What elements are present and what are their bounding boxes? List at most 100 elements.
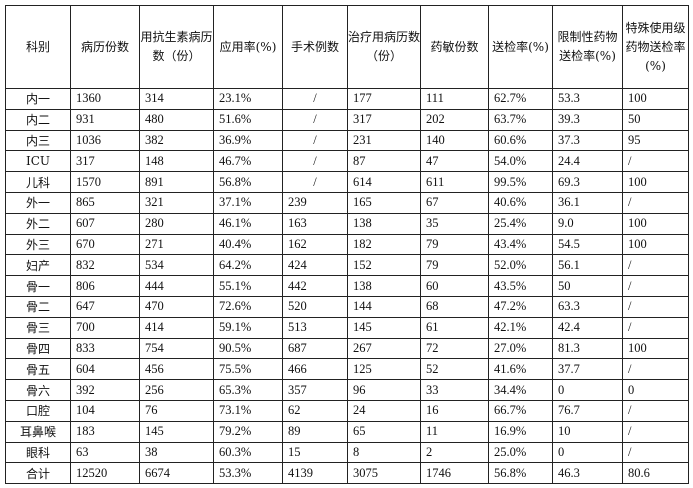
header-treatment-records: 治疗用病历数（份）: [347, 5, 421, 89]
cell-treatment-records: 87: [347, 150, 421, 173]
cell-usage-rate: 36.9%: [213, 129, 283, 152]
cell-record-count: 670: [70, 233, 140, 256]
header-record-count: 病历份数: [70, 5, 140, 89]
cell-submission-rate: 34.4%: [488, 379, 553, 401]
cell-submission-rate: 56.8%: [488, 462, 553, 485]
cell-usage-rate: 56.8%: [213, 171, 283, 193]
header-susceptibility-count: 药敏份数: [420, 5, 489, 89]
cell-record-count: 392: [70, 379, 140, 401]
cell-record-count: 832: [70, 254, 140, 277]
cell-special-drug-rate: 0: [622, 379, 689, 401]
cell-record-count: 833: [70, 337, 140, 360]
cell-restricted-drug-rate: 56.1: [552, 254, 623, 277]
cell-special-drug-rate: 95: [622, 129, 689, 152]
table-row: 耳鼻喉 183 145 79.2% 89 65 11 16.9% 10/: [5, 420, 689, 443]
cell-surgery-count: 62: [282, 399, 348, 422]
cell-antibiotic-records: 534: [139, 254, 214, 277]
cell-antibiotic-records: 444: [139, 275, 214, 297]
cell-special-drug-rate: /: [622, 191, 689, 214]
cell-special-drug-rate: 80.6: [622, 462, 689, 485]
cell-antibiotic-records: 414: [139, 316, 214, 339]
cell-susceptibility-count: 111: [420, 88, 489, 110]
cell-susceptibility-count: 52: [420, 358, 489, 381]
cell-usage-rate: 60.3%: [213, 441, 283, 464]
cell-surgery-count: 424: [282, 254, 348, 277]
cell-surgery-count: /: [282, 108, 348, 131]
cell-treatment-records: 65: [347, 420, 421, 443]
cell-submission-rate: 47.2%: [488, 295, 553, 318]
cell-antibiotic-records: 480: [139, 108, 214, 131]
cell-antibiotic-records: 280: [139, 212, 214, 235]
cell-submission-rate: 43.4%: [488, 233, 553, 256]
cell-record-count: 1036: [70, 129, 140, 152]
table-row: 口腔 104 76 73.1% 62 24 16 66.7% 76.7/: [5, 399, 689, 422]
cell-susceptibility-count: 72: [420, 337, 489, 360]
cell-surgery-count: 4139: [282, 462, 348, 485]
cell-antibiotic-records: 38: [139, 441, 214, 464]
cell-special-drug-rate: /: [622, 420, 689, 443]
cell-record-count: 317: [70, 150, 140, 173]
cell-department: 骨三: [5, 316, 71, 339]
cell-record-count: 607: [70, 212, 140, 235]
cell-treatment-records: 24: [347, 399, 421, 422]
cell-department: ICU: [5, 150, 71, 173]
cell-susceptibility-count: 47: [420, 150, 489, 173]
cell-restricted-drug-rate: 10: [552, 420, 623, 443]
table-row: 骨二 647 470 72.6% 520 144 68 47.2% 63.3/: [5, 295, 689, 318]
cell-submission-rate: 16.9%: [488, 420, 553, 443]
header-submission-rate: 送检率(%): [488, 5, 553, 89]
cell-susceptibility-count: 140: [420, 129, 489, 152]
cell-antibiotic-records: 256: [139, 379, 214, 401]
cell-susceptibility-count: 67: [420, 191, 489, 214]
cell-submission-rate: 43.5%: [488, 275, 553, 297]
cell-department: 妇产: [5, 254, 71, 277]
cell-susceptibility-count: 1746: [420, 462, 489, 485]
cell-surgery-count: 520: [282, 295, 348, 318]
cell-record-count: 806: [70, 275, 140, 297]
table-row: 骨六 392 256 65.3% 357 96 33 34.4% 0 0: [5, 379, 689, 401]
cell-antibiotic-records: 470: [139, 295, 214, 318]
cell-special-drug-rate: 100: [622, 337, 689, 360]
cell-antibiotic-records: 76: [139, 399, 214, 422]
cell-record-count: 604: [70, 358, 140, 381]
cell-usage-rate: 73.1%: [213, 399, 283, 422]
cell-special-drug-rate: /: [622, 316, 689, 339]
cell-restricted-drug-rate: 37.7: [552, 358, 623, 381]
cell-department: 内三: [5, 129, 71, 152]
table-row: ICU 317 148 46.7%/87 47 54.0% 24.4/: [5, 150, 689, 173]
cell-department: 口腔: [5, 399, 71, 422]
cell-department: 耳鼻喉: [5, 420, 71, 443]
cell-restricted-drug-rate: 63.3: [552, 295, 623, 318]
cell-treatment-records: 152: [347, 254, 421, 277]
cell-usage-rate: 37.1%: [213, 191, 283, 214]
cell-special-drug-rate: 100: [622, 212, 689, 235]
cell-restricted-drug-rate: 54.5: [552, 233, 623, 256]
cell-submission-rate: 25.0%: [488, 441, 553, 464]
cell-treatment-records: 138: [347, 275, 421, 297]
cell-usage-rate: 65.3%: [213, 379, 283, 401]
header-department: 科别: [5, 5, 71, 89]
cell-antibiotic-records: 456: [139, 358, 214, 381]
cell-usage-rate: 40.4%: [213, 233, 283, 256]
cell-susceptibility-count: 35: [420, 212, 489, 235]
header-usage-rate: 应用率(%): [213, 5, 283, 89]
cell-department: 骨四: [5, 337, 71, 360]
cell-restricted-drug-rate: 24.4: [552, 150, 623, 173]
cell-treatment-records: 8: [347, 441, 421, 464]
cell-special-drug-rate: /: [622, 275, 689, 297]
cell-submission-rate: 25.4%: [488, 212, 553, 235]
cell-susceptibility-count: 79: [420, 254, 489, 277]
cell-surgery-count: 687: [282, 337, 348, 360]
header-row: 科别 病历份数 用抗生素病历 数（份） 应用率(%) 手术例数 治疗用病历数（份） 药敏份数…: [5, 5, 689, 89]
table-row: 内二 931 480 51.6%/317 202 63.7% 39.3 50: [5, 108, 689, 131]
cell-restricted-drug-rate: 39.3: [552, 108, 623, 131]
cell-surgery-count: 163: [282, 212, 348, 235]
cell-susceptibility-count: 11: [420, 420, 489, 443]
table-row: 合计 12520 6674 53.3% 4139 3075 1746 56.8% 46.3 80.…: [5, 462, 689, 485]
cell-susceptibility-count: 202: [420, 108, 489, 131]
cell-restricted-drug-rate: 53.3: [552, 88, 623, 110]
cell-department: 外二: [5, 212, 71, 235]
cell-treatment-records: 165: [347, 191, 421, 214]
cell-antibiotic-records: 314: [139, 88, 214, 110]
cell-surgery-count: 162: [282, 233, 348, 256]
